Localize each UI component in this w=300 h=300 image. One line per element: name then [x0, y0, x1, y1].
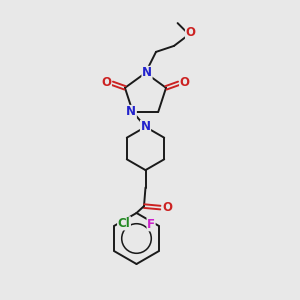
Text: N: N [140, 120, 151, 134]
Text: O: O [185, 26, 196, 39]
Text: N: N [126, 106, 136, 118]
Text: Cl: Cl [118, 217, 130, 230]
Text: N: N [142, 66, 152, 80]
Text: O: O [180, 76, 190, 89]
Text: O: O [162, 201, 172, 214]
Text: O: O [101, 76, 111, 89]
Text: F: F [147, 218, 155, 231]
